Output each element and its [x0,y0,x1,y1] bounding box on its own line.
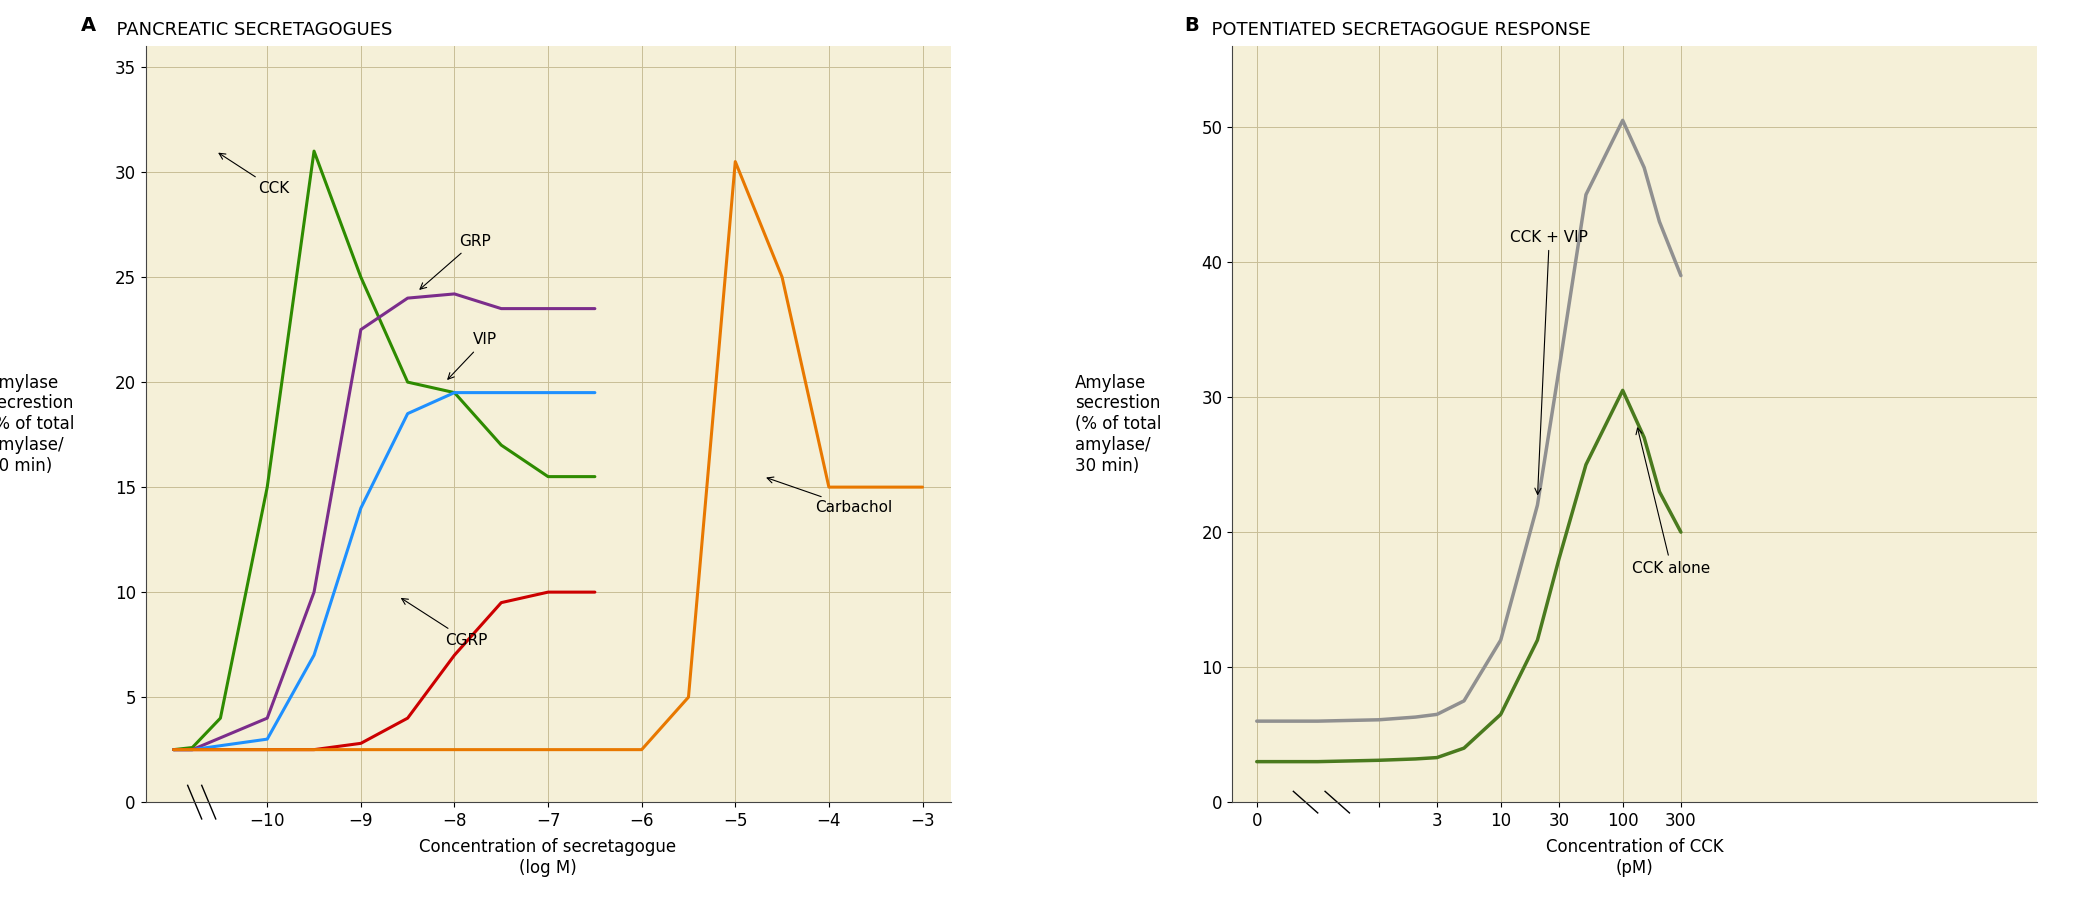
Text: CCK + VIP: CCK + VIP [1509,230,1588,494]
Text: B: B [1185,16,1200,35]
Text: Carbachol: Carbachol [767,477,892,515]
Text: PANCREATIC SECRETAGOGUES: PANCREATIC SECRETAGOGUES [106,21,393,39]
Text: A: A [81,16,96,35]
Text: POTENTIATED SECRETAGOGUE RESPONSE: POTENTIATED SECRETAGOGUE RESPONSE [1200,21,1590,39]
Text: GRP: GRP [420,233,491,290]
X-axis label: Concentration of secretagogue
(log M): Concentration of secretagogue (log M) [420,838,676,877]
Y-axis label: Amylase
secrestion
(% of total
amylase/
30 min): Amylase secrestion (% of total amylase/ … [1075,373,1162,475]
Text: CGRP: CGRP [401,598,486,647]
X-axis label: Concentration of CCK
(pM): Concentration of CCK (pM) [1547,838,1723,877]
Y-axis label: Amylase
secrestion
(% of total
amylase/
30 min): Amylase secrestion (% of total amylase/ … [0,373,75,475]
Text: CCK: CCK [218,153,289,196]
Text: CCK alone: CCK alone [1632,428,1711,575]
Text: VIP: VIP [447,332,497,379]
